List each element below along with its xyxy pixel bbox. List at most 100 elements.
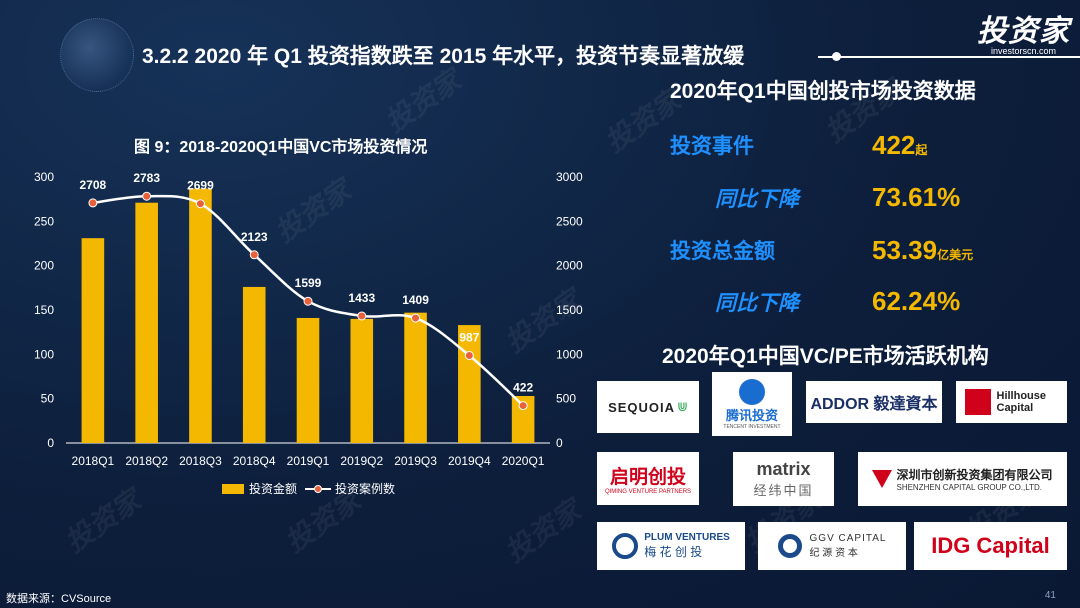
y-right-tick-label: 2500 (556, 214, 583, 228)
y-left-tick-label: 150 (34, 303, 54, 317)
logo-plum-text-group: PLUM VENTURES 梅 花 创 投 (644, 532, 730, 560)
logo-plum-text: PLUM VENTURES (644, 532, 730, 543)
y-left-tick-label: 50 (41, 392, 55, 406)
data-source: 数据来源：CVSource (6, 593, 112, 605)
sequoia-leaf-icon: ⋓ (677, 399, 688, 414)
line-data-label: 2699 (187, 179, 214, 193)
stat-value-amount: 53.39亿美元 (872, 235, 973, 266)
stat-value-events: 422起 (872, 130, 927, 161)
y-right-tick-label: 2000 (556, 259, 583, 273)
globe-decoration (60, 18, 134, 92)
line-marker (411, 313, 421, 323)
logo-ggv-text: GGV CAPITAL (809, 533, 887, 544)
bar (296, 317, 320, 443)
stat-value-yoy-events: 73.61% (872, 182, 961, 212)
stat-value-yoy-amount: 62.24% (872, 286, 961, 316)
legend-line-marker (314, 485, 322, 493)
line-data-label: 422 (513, 381, 533, 395)
logo-plum-sub: 梅 花 创 投 (644, 545, 703, 559)
stat-number: 53.39 (872, 235, 938, 265)
stat-label-yoy-amount: 同比下降 (715, 292, 799, 315)
logo-qiming-text: 启明创投 (609, 467, 686, 488)
logo-qiming-sub: QIMING VENTURE PARTNERS (604, 489, 692, 495)
line-data-label: 1599 (295, 276, 322, 290)
y-left-tick-label: 200 (34, 259, 54, 273)
x-tick-label: 2018Q2 (125, 454, 168, 468)
logo-hillhouse: Hillhouse Capital (956, 381, 1067, 423)
x-tick-label: 2018Q4 (233, 454, 276, 468)
y-right-tick-label: 1500 (556, 303, 583, 317)
stat-unit: 起 (915, 143, 928, 157)
logo-idg-capital: IDG Capital (914, 522, 1067, 570)
y-left-tick-label: 300 (34, 170, 54, 184)
logo-idg-text: IDG Capital (931, 533, 1050, 558)
bar (189, 188, 212, 443)
logo-sequoia-text: SEQUOIA (608, 399, 676, 415)
y-left-tick-label: 250 (34, 214, 54, 228)
y-right-tick-label: 500 (556, 392, 576, 406)
stat-label-yoy-events: 同比下降 (715, 188, 799, 211)
y-right-tick-label: 3000 (556, 170, 583, 184)
y-left-tick-label: 100 (34, 347, 54, 361)
watermark: 投资家 (379, 64, 467, 139)
tencent-investment-icon (739, 378, 765, 405)
bar (458, 325, 481, 443)
line-marker (518, 401, 528, 411)
logo-addor: ADDOR 毅達資本 (806, 381, 942, 423)
logo-sequoia: SEQUOIA ⋓ (597, 381, 699, 433)
bar (404, 312, 427, 443)
chart-title: 图 9：2018-2020Q1中国VC市场投资情况 (134, 139, 428, 156)
bar (81, 238, 105, 443)
bar (511, 396, 535, 443)
line-marker (142, 191, 152, 201)
bar (350, 318, 374, 443)
legend-bar-swatch (222, 484, 244, 494)
logo-ggv-sub: 纪 源 资 本 (809, 548, 858, 559)
legend-line-label: 投资案例数 (335, 481, 395, 496)
x-tick-label: 2020Q1 (502, 454, 545, 468)
line-marker (249, 250, 259, 260)
logo-plum-ventures: PLUM VENTURES 梅 花 创 投 (597, 522, 745, 570)
bar (242, 286, 266, 443)
x-tick-label: 2019Q1 (287, 454, 330, 468)
brand-logo-text: 投资家 (977, 15, 1070, 48)
x-tick-label: 2018Q1 (72, 454, 115, 468)
line-data-label: 2708 (80, 178, 107, 192)
logo-tencent-investment: 腾讯投资 TENCENT INVESTMENT (712, 372, 792, 436)
x-tick-label: 2019Q4 (448, 454, 491, 468)
line-marker (357, 311, 367, 321)
hillhouse-mark-icon (964, 389, 991, 415)
logo-shenzhen-capital: 深圳市创新投资集团有限公司 SHENZHEN CAPITAL GROUP CO.… (858, 452, 1067, 506)
logo-matrix-text: matrix (756, 459, 811, 479)
bar (135, 202, 158, 443)
line-data-label: 2123 (241, 230, 268, 244)
logo-tencent-sub: TENCENT INVESTMENT (723, 423, 781, 430)
stat-number: 422 (872, 130, 916, 160)
line-data-label: 1409 (402, 293, 429, 307)
line-data-label: 1433 (348, 291, 375, 305)
ggv-mark-icon (777, 534, 802, 558)
line-data-label: 987 (459, 330, 479, 344)
line-marker (303, 296, 313, 306)
institutions-title: 2020年Q1中国VC/PE市场活跃机构 (662, 345, 989, 368)
x-tick-label: 2019Q3 (394, 454, 437, 468)
y-left-tick-label: 0 (47, 436, 54, 450)
logo-shenzhen-sub: SHENZHEN CAPITAL GROUP CO.,LTD. (896, 483, 1042, 492)
line-marker (464, 350, 474, 360)
y-right-tick-label: 0 (556, 436, 563, 450)
page-number: 41 (1044, 590, 1056, 601)
logo-addor-text: ADDOR 毅達資本 (810, 396, 938, 413)
x-tick-label: 2018Q3 (179, 454, 222, 468)
line-marker (195, 199, 205, 209)
title-line-decoration (818, 56, 1080, 58)
stat-label-events: 投资事件 (670, 135, 754, 158)
logo-shenzhen-text-group: 深圳市创新投资集团有限公司 SHENZHEN CAPITAL GROUP CO.… (896, 466, 1052, 492)
x-tick-label: 2019Q2 (340, 454, 383, 468)
legend-bar-label: 投资金额 (249, 481, 297, 496)
shenzhen-capital-mark-icon (872, 470, 893, 488)
stat-label-amount: 投资总金额 (670, 240, 775, 263)
logo-matrix: matrix 经纬中国 (733, 452, 834, 506)
line-data-label: 2783 (133, 171, 160, 185)
line-marker (88, 198, 98, 208)
logo-hillhouse-text: Hillhouse Capital (996, 390, 1047, 414)
